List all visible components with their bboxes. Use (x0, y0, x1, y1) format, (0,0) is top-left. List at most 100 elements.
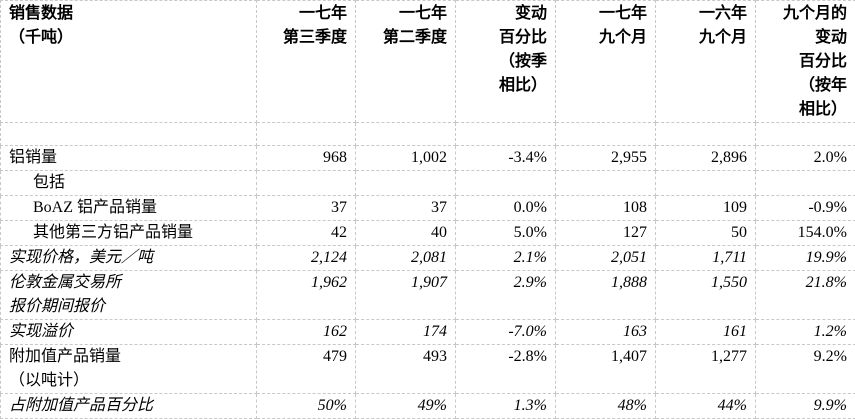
cell-text-line: 九个月 (598, 29, 647, 46)
value-cell: 2,051 (555, 245, 656, 271)
cell-text-line: （按季 (498, 53, 547, 70)
value-cell: 174 (355, 319, 456, 345)
cell-text-line: （以吨计） (9, 372, 90, 389)
value-cell: 40 (355, 220, 456, 246)
value-cell: 1,407 (555, 344, 656, 394)
value-cell: 968 (256, 145, 356, 171)
value-cell: 42 (256, 220, 356, 246)
value-cell: 1,907 (355, 270, 456, 320)
value-cell: 2,896 (655, 145, 756, 171)
cell-text-line: 第三季度 (282, 29, 347, 46)
empty-cell (655, 122, 756, 146)
cell-text-line: 变动 (814, 29, 847, 46)
row-label: 铝销量 (0, 145, 257, 171)
cell-text-line: 一七年 (398, 5, 447, 22)
empty-cell (555, 122, 656, 146)
value-cell: 48% (555, 393, 656, 419)
value-cell: 9.9% (755, 393, 855, 419)
cell-text-line: 实现价格，美元／吨 (9, 249, 154, 266)
table-row: 实现溢价 162 174 -7.0% 163 161 1.2% (0, 319, 855, 345)
value-cell (256, 170, 356, 196)
cell-text-line: （千吨） (9, 29, 74, 46)
value-cell: 1,277 (655, 344, 756, 394)
cell-text-line: 百分比 (798, 53, 847, 70)
value-cell: 2,124 (256, 245, 356, 271)
value-cell: 479 (256, 344, 356, 394)
value-cell: 37 (256, 195, 356, 221)
empty-cell (755, 122, 855, 146)
value-cell: -7.0% (455, 319, 556, 345)
cell-text-line: 实现溢价 (9, 323, 74, 340)
row-label: 伦敦金属交易所 报价期间报价 (0, 270, 257, 320)
cell-text-line: 相比） (498, 77, 547, 94)
cell-text-line: 销售数据 (9, 5, 74, 22)
cell-text-line: 一七年 (298, 5, 347, 22)
value-cell (455, 170, 556, 196)
value-cell: 162 (256, 319, 356, 345)
table-row: BoAZ 铝产品销量 37 37 0.0% 108 109 -0.9% (0, 195, 855, 221)
value-cell: 2.0% (755, 145, 855, 171)
row-label: 附加值产品销量 （以吨计） (0, 344, 257, 394)
column-header: 变动 百分比 （按季 相比） (455, 0, 556, 123)
cell-text-line: 变动 (514, 5, 547, 22)
value-cell: 163 (555, 319, 656, 345)
value-cell: 49% (355, 393, 456, 419)
row-label: 其他第三方铝产品销量 (0, 220, 257, 246)
empty-cell (355, 122, 456, 146)
value-cell: -2.8% (455, 344, 556, 394)
cell-text-line: 第二季度 (382, 29, 447, 46)
row-label: BoAZ 铝产品销量 (0, 195, 257, 221)
column-header: 一七年 九个月 (555, 0, 656, 123)
value-cell: 50 (655, 220, 756, 246)
table-row: 包括 (0, 170, 855, 196)
value-cell: 2.1% (455, 245, 556, 271)
column-header: 一七年第二季度 (355, 0, 456, 123)
header-label: 销售数据 （千吨） (0, 0, 257, 123)
value-cell: 2.9% (455, 270, 556, 320)
empty-cell (455, 122, 556, 146)
table-row: 铝销量 968 1,002 -3.4% 2,955 2,896 2.0% (0, 145, 855, 171)
cell-text-line: 报价期间报价 (9, 298, 106, 315)
cell-text-line: 一七年 (598, 5, 647, 22)
empty-cell (0, 122, 257, 146)
table-row: 伦敦金属交易所 报价期间报价 1,962 1,907 2.9% 1,888 1,550 21.… (0, 270, 855, 320)
value-cell: 0.0% (455, 195, 556, 221)
empty-cell (256, 122, 356, 146)
value-cell (555, 170, 656, 196)
value-cell: 108 (555, 195, 656, 221)
value-cell: 1,002 (355, 145, 456, 171)
cell-text-line: 其他第三方铝产品销量 (33, 224, 194, 241)
value-cell: 2,955 (555, 145, 656, 171)
value-cell: 19.9% (755, 245, 855, 271)
value-cell: -0.9% (755, 195, 855, 221)
column-header: 一七年第三季度 (256, 0, 356, 123)
row-label: 包括 (0, 170, 257, 196)
table-row: 占附加值产品百分比 50% 49% 1.3% 48% 44% 9.9% (0, 393, 855, 419)
value-cell: 1,962 (256, 270, 356, 320)
row-label: 实现价格，美元／吨 (0, 245, 257, 271)
cell-text-line: BoAZ 铝产品销量 (33, 199, 158, 216)
value-cell: 9.2% (755, 344, 855, 394)
value-cell: 493 (355, 344, 456, 394)
value-cell (355, 170, 456, 196)
value-cell: 161 (655, 319, 756, 345)
value-cell: -3.4% (455, 145, 556, 171)
value-cell: 127 (555, 220, 656, 246)
value-cell (655, 170, 756, 196)
value-cell: 2,081 (355, 245, 456, 271)
value-cell: 5.0% (455, 220, 556, 246)
value-cell: 37 (355, 195, 456, 221)
value-cell: 1.3% (455, 393, 556, 419)
cell-text-line: 相比） (798, 101, 847, 118)
value-cell: 21.8% (755, 270, 855, 320)
table-row: 实现价格，美元／吨 2,124 2,081 2.1% 2,051 1,711 19.9% (0, 245, 855, 271)
cell-text-line: 占附加值产品百分比 (9, 397, 154, 414)
value-cell: 1,550 (655, 270, 756, 320)
value-cell: 1,711 (655, 245, 756, 271)
cell-text-line: 一六年 (698, 5, 747, 22)
table-row: 其他第三方铝产品销量 42 40 5.0% 127 50 154.0% (0, 220, 855, 246)
cell-text-line: 伦敦金属交易所 (9, 274, 122, 291)
value-cell: 154.0% (755, 220, 855, 246)
value-cell: 44% (655, 393, 756, 419)
